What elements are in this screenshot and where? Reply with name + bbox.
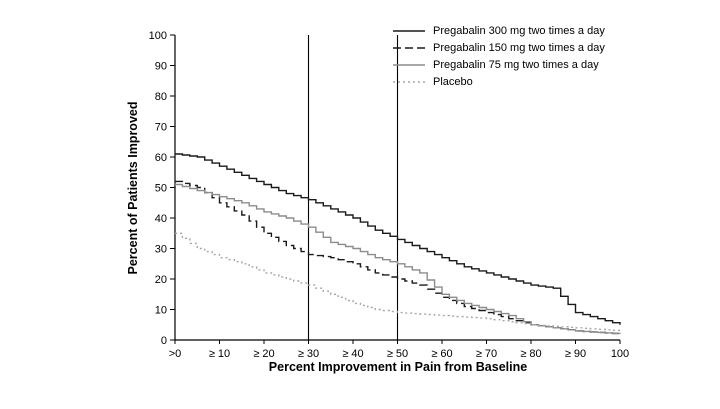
- y-tick-label: 70: [155, 122, 167, 134]
- y-tick-label: 60: [155, 152, 167, 164]
- x-tick-label: >0: [169, 348, 182, 360]
- legend-label: Pregabalin 300 mg two times a day: [433, 24, 605, 37]
- legend-label: Pregabalin 150 mg two times a day: [433, 41, 605, 54]
- x-tick-label: ≥ 90: [565, 348, 586, 360]
- series-line-0: [175, 153, 621, 325]
- legend: Pregabalin 300 mg two times a day Pregab…: [392, 22, 605, 90]
- y-tick-label: 40: [155, 213, 167, 225]
- y-tick-label: 0: [161, 335, 167, 347]
- y-tick-label: 100: [149, 30, 167, 42]
- legend-label: Placebo: [433, 75, 473, 88]
- y-tick-label: 90: [155, 61, 167, 73]
- x-tick-label: ≥ 20: [253, 348, 274, 360]
- series-line-3: [175, 232, 621, 331]
- y-tick-label: 50: [155, 183, 167, 195]
- legend-item-placebo: Placebo: [392, 73, 605, 90]
- legend-item-pregabalin-150: Pregabalin 150 mg two times a day: [392, 39, 605, 56]
- legend-line-sample-icon: [393, 46, 425, 49]
- y-axis-title: Percent of Patients Improved: [126, 101, 140, 275]
- x-tick-label: ≥ 80: [520, 348, 541, 360]
- legend-line-sample-icon: [393, 63, 425, 66]
- legend-line-sample-icon: [393, 29, 425, 32]
- x-tick-label: 100: [611, 348, 629, 360]
- legend-line-sample-icon: [393, 80, 425, 83]
- x-tick-label: ≥ 50: [387, 348, 408, 360]
- x-tick-label: ≥ 40: [342, 348, 363, 360]
- y-tick-label: 30: [155, 244, 167, 256]
- x-tick-label: ≥ 30: [298, 348, 319, 360]
- legend-label: Pregabalin 75 mg two times a day: [433, 58, 599, 71]
- x-axis-title: Percent Improvement in Pain from Baselin…: [268, 360, 528, 374]
- x-tick-label: ≥ 60: [431, 348, 452, 360]
- x-tick-label: ≥ 10: [209, 348, 230, 360]
- series-line-2: [175, 183, 621, 335]
- legend-item-pregabalin-300: Pregabalin 300 mg two times a day: [392, 22, 605, 39]
- y-tick-label: 80: [155, 91, 167, 103]
- x-tick-label: ≥ 70: [476, 348, 497, 360]
- legend-item-pregabalin-75: Pregabalin 75 mg two times a day: [392, 56, 605, 73]
- y-tick-label: 20: [155, 274, 167, 286]
- y-tick-label: 10: [155, 305, 167, 317]
